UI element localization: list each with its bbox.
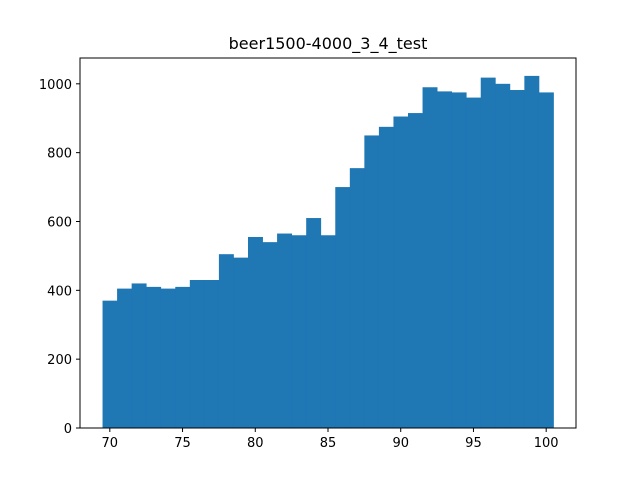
x-tick-label: 90 bbox=[392, 436, 409, 451]
histogram-bar bbox=[349, 168, 365, 429]
histogram-bar bbox=[378, 126, 394, 428]
histogram-bar bbox=[495, 83, 511, 428]
y-tick-label: 200 bbox=[47, 353, 72, 368]
bars-group bbox=[102, 75, 554, 429]
histogram-bar bbox=[408, 113, 423, 429]
histogram-bar bbox=[320, 235, 336, 428]
histogram-bar bbox=[277, 233, 293, 428]
x-tick-label: 75 bbox=[174, 436, 191, 451]
histogram-bar bbox=[291, 235, 307, 428]
x-tick-label: 70 bbox=[102, 436, 119, 451]
chart-title: beer1500-4000_3_4_test bbox=[229, 34, 428, 54]
histogram-bar bbox=[248, 236, 263, 428]
histogram-bar bbox=[218, 254, 234, 428]
histogram-bar bbox=[306, 218, 322, 428]
x-tick-label: 80 bbox=[247, 436, 264, 451]
y-tick-label: 800 bbox=[47, 147, 72, 162]
x-tick-label: 95 bbox=[465, 436, 482, 451]
histogram-bar bbox=[480, 77, 496, 429]
plot-frame bbox=[79, 57, 577, 429]
histogram-bar bbox=[160, 288, 176, 428]
histogram-bar bbox=[146, 286, 162, 428]
histogram-bar bbox=[524, 75, 540, 428]
histogram-bar bbox=[466, 97, 482, 429]
histogram-bar bbox=[131, 283, 147, 428]
histogram-bar bbox=[102, 300, 118, 428]
histogram-bar bbox=[335, 187, 351, 428]
histogram-bar bbox=[117, 288, 133, 428]
histogram-bar bbox=[262, 242, 278, 428]
histogram-bar bbox=[422, 87, 438, 429]
histogram-bar bbox=[538, 92, 554, 428]
histogram-bar bbox=[393, 116, 409, 428]
y-axis: 0 200 400 600 800 1000 bbox=[39, 78, 80, 437]
histogram-bar bbox=[509, 90, 525, 428]
x-axis: 70 75 80 85 90 95 100 bbox=[102, 428, 559, 451]
histogram-bar bbox=[189, 280, 205, 428]
histogram-bar bbox=[233, 257, 249, 428]
y-tick-label: 400 bbox=[47, 284, 72, 299]
x-tick-label: 100 bbox=[534, 436, 559, 451]
x-tick-label: 85 bbox=[320, 436, 337, 451]
histogram-bar bbox=[204, 280, 220, 428]
y-tick-label: 1000 bbox=[39, 78, 72, 93]
histogram-bar bbox=[364, 135, 380, 428]
y-tick-label: 600 bbox=[47, 215, 72, 230]
histogram-bar bbox=[437, 91, 453, 428]
y-tick-label: 0 bbox=[64, 422, 72, 437]
histogram-bar bbox=[451, 92, 467, 428]
histogram-bar bbox=[175, 286, 191, 428]
